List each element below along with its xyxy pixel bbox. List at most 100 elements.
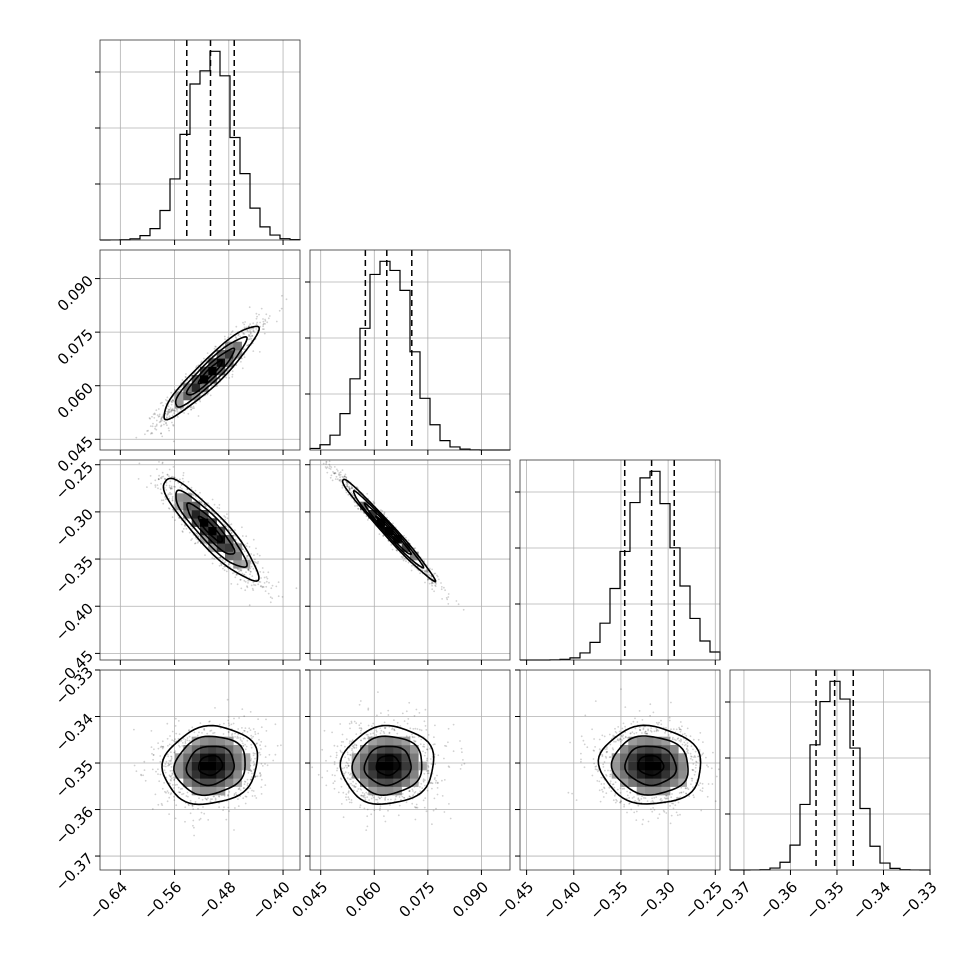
- density-cell: [233, 761, 242, 771]
- histogram-panel-2: [515, 459, 721, 665]
- density-cell: [208, 535, 217, 544]
- sample-point: [366, 808, 369, 811]
- sample-point: [222, 809, 225, 812]
- sample-point: [364, 796, 366, 799]
- sample-point: [159, 746, 162, 748]
- sample-point: [357, 788, 360, 790]
- sample-point: [249, 779, 252, 781]
- sample-point: [426, 748, 429, 751]
- sample-point: [223, 561, 226, 564]
- sample-point: [433, 797, 436, 800]
- sample-point: [195, 402, 198, 405]
- sample-point: [391, 727, 394, 730]
- sample-point: [349, 772, 352, 775]
- sample-point: [244, 580, 247, 583]
- sample-point: [168, 408, 170, 411]
- sample-point: [188, 735, 191, 738]
- sample-point: [567, 791, 570, 794]
- sample-point: [330, 466, 333, 468]
- sample-point: [177, 720, 180, 722]
- sample-point: [172, 476, 175, 478]
- density-cell: [183, 391, 192, 401]
- sample-point: [211, 798, 214, 800]
- sample-point: [671, 738, 674, 741]
- sample-point: [698, 749, 701, 751]
- sample-point: [462, 608, 465, 611]
- sample-point: [624, 731, 627, 734]
- sample-point: [161, 787, 164, 790]
- sample-point: [365, 515, 368, 517]
- density-cell: [216, 745, 226, 754]
- sample-point: [665, 812, 668, 814]
- density-cell: [191, 736, 201, 746]
- sample-point: [328, 467, 331, 470]
- sample-point: [619, 787, 622, 790]
- sample-point: [722, 774, 724, 776]
- sample-point: [163, 423, 165, 426]
- sample-point: [684, 787, 687, 790]
- density-cell: [225, 778, 234, 787]
- density-cell: [401, 770, 411, 779]
- sample-point: [427, 769, 429, 772]
- sample-point: [373, 502, 376, 504]
- sample-point: [226, 698, 229, 701]
- sample-point: [423, 743, 425, 746]
- sample-point: [325, 461, 328, 463]
- sample-point: [447, 741, 449, 744]
- sample-point: [601, 754, 604, 756]
- sample-point: [646, 732, 649, 735]
- sample-point: [616, 788, 619, 791]
- sample-point: [253, 331, 256, 333]
- sample-point: [256, 562, 259, 565]
- contour-line-3: [339, 724, 435, 806]
- sample-point: [167, 410, 170, 413]
- sample-point: [707, 783, 710, 785]
- sample-point: [431, 588, 434, 591]
- sample-point: [155, 419, 158, 422]
- sample-point: [338, 474, 341, 477]
- density-cell: [385, 526, 394, 536]
- density-cell: [175, 493, 184, 502]
- sample-point: [230, 523, 233, 526]
- sample-point: [173, 787, 175, 789]
- sample-point: [331, 479, 334, 482]
- sample-point: [608, 733, 611, 736]
- sample-point: [655, 796, 658, 799]
- sample-point: [614, 781, 617, 784]
- sample-point: [152, 758, 155, 761]
- sample-point: [676, 797, 678, 799]
- sample-point: [376, 714, 378, 717]
- sample-point: [218, 806, 221, 809]
- sample-point: [353, 501, 356, 504]
- sample-point: [246, 344, 249, 347]
- sample-point: [424, 571, 426, 573]
- sample-point: [195, 495, 197, 498]
- sample-point: [268, 581, 270, 584]
- sample-point: [604, 755, 607, 758]
- sample-point: [359, 788, 362, 790]
- sample-point: [612, 783, 615, 786]
- sample-point: [346, 485, 348, 488]
- sample-point: [640, 798, 643, 800]
- sample-point: [276, 744, 279, 747]
- sample-point: [133, 728, 135, 731]
- sample-point: [424, 751, 427, 754]
- sample-point: [411, 795, 414, 797]
- sample-point: [169, 487, 172, 489]
- sample-point: [260, 585, 262, 587]
- sample-point: [167, 405, 170, 408]
- sample-point: [280, 307, 283, 310]
- sample-point: [413, 739, 415, 742]
- sample-point: [181, 787, 184, 790]
- sample-point: [431, 581, 434, 583]
- scatter-frame: [309, 459, 511, 661]
- sample-point: [652, 807, 654, 809]
- sample-point: [168, 484, 171, 487]
- sample-point: [165, 489, 168, 491]
- sample-point: [174, 717, 177, 720]
- sample-point: [367, 724, 370, 727]
- sample-point: [363, 807, 366, 810]
- x-tick-label-1-1: 0.060: [342, 878, 385, 921]
- sample-point: [250, 743, 253, 746]
- sample-point: [403, 797, 406, 799]
